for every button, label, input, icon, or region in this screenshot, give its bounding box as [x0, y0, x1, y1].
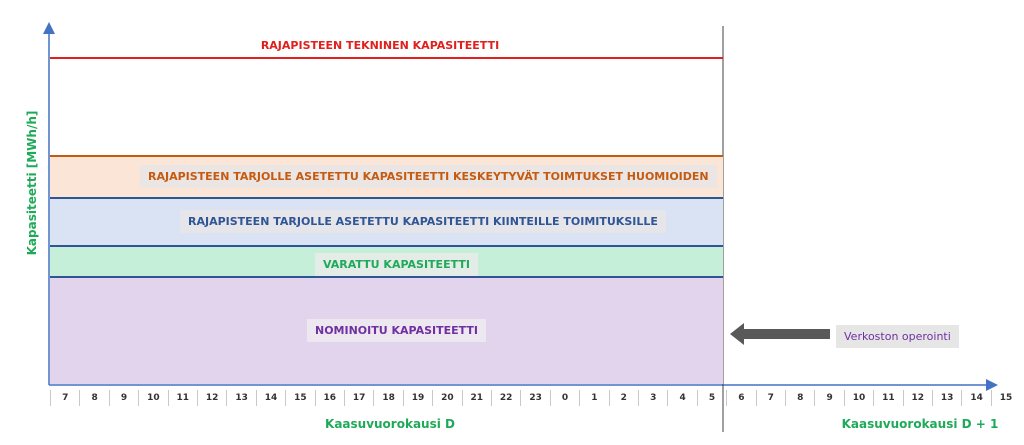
hour-tick: 7: [50, 390, 79, 406]
network-operation-label: Verkoston operointi: [836, 325, 959, 348]
hour-tick: 13: [932, 390, 961, 406]
gas-day-d1-label: Kaasuvuorokausi D + 1: [841, 417, 999, 431]
hour-tick: 11: [873, 390, 902, 406]
hour-tick: 16: [314, 390, 344, 406]
y-axis-label: Kapasiteetti [MWh/h]: [25, 110, 39, 256]
hour-tick: 22: [491, 390, 520, 406]
hour-tick: 4: [667, 390, 696, 406]
hour-tick: 21: [461, 390, 491, 406]
hour-tick: 5: [696, 390, 726, 406]
hour-tick: 23: [520, 390, 549, 406]
hour-tick: 11: [167, 390, 197, 406]
left-arrow-icon: [730, 323, 830, 345]
hour-tick: 12: [902, 390, 932, 406]
nominated-capacity-label: NOMINOITU KAPASITEETTI: [307, 319, 487, 342]
hour-tick: 9: [814, 390, 843, 406]
hour-tick: 0: [549, 390, 579, 406]
hour-tick: 14: [961, 390, 990, 406]
firm-capacity-label: RAJAPISTEEN TARJOLLE ASETETTU KAPASITEET…: [180, 210, 666, 233]
hour-tick: 10: [843, 390, 873, 406]
hour-tick: 1: [579, 390, 608, 406]
booked-capacity-label: VARATTU KAPASITEETTI: [315, 253, 478, 276]
hour-tick: 19: [402, 390, 432, 406]
hour-tick: 3: [638, 390, 667, 406]
hour-tick: 14: [255, 390, 285, 406]
hour-tick: 7: [755, 390, 785, 406]
hour-tick: 20: [432, 390, 461, 406]
hour-tick: 15: [990, 390, 1020, 406]
hour-tick: 12: [197, 390, 226, 406]
hour-tick: 15: [285, 390, 314, 406]
gas-day-d-label: Kaasuvuorokausi D: [325, 417, 455, 431]
hour-tick: 8: [79, 390, 108, 406]
interruptible-capacity-label: RAJAPISTEEN TARJOLLE ASETETTU KAPASITEET…: [140, 165, 717, 188]
hour-tick: 10: [138, 390, 167, 406]
technical-capacity-line: [50, 57, 723, 59]
hour-tick: 17: [344, 390, 373, 406]
hour-tick: 9: [108, 390, 138, 406]
hour-tick: 13: [226, 390, 255, 406]
hour-tick: 2: [608, 390, 638, 406]
hour-tick: 6: [726, 390, 755, 406]
technical-capacity-label: RAJAPISTEEN TEKNINEN KAPASITEETTI: [260, 39, 500, 52]
hour-tick: 18: [373, 390, 402, 406]
hour-tick: 8: [785, 390, 814, 406]
